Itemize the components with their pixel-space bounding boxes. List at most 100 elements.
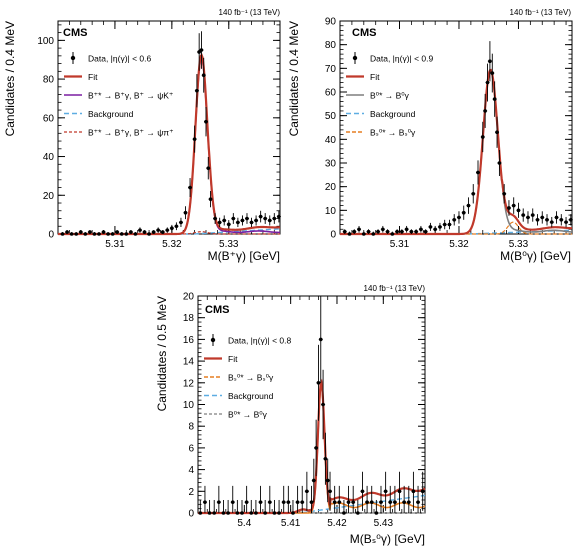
- data-point: [485, 80, 490, 85]
- data-point: [516, 208, 521, 213]
- y-tick-label: 0: [48, 230, 54, 241]
- data-point: [360, 489, 365, 494]
- data-point: [281, 500, 286, 504]
- data-point: [124, 232, 129, 236]
- y-tick-label: 10: [183, 400, 195, 411]
- x-tick-label: 5.31: [105, 239, 125, 250]
- data-point: [245, 216, 249, 221]
- data-point: [208, 197, 213, 201]
- data-point: [371, 232, 376, 236]
- y-tick-label: 60: [43, 113, 55, 124]
- data-point: [404, 227, 409, 232]
- y-axis-label: Candidates / 0.5 MeV: [155, 296, 169, 411]
- data-point: [254, 218, 258, 223]
- data-point: [466, 203, 471, 208]
- data-point: [423, 229, 428, 234]
- axis-ticks: 0 2 4 6 8 10 12 14 16 18 20 5.4 5.41 5.42 5.43: [183, 292, 425, 529]
- y-tick-label: 100: [37, 36, 54, 47]
- data-point: [207, 511, 212, 515]
- data-point: [272, 511, 277, 515]
- data-point: [183, 210, 188, 215]
- data-point: [395, 229, 399, 234]
- axis-ticks: 0 10 20 30 40 50 60 70 80 90 5.31 5.32 5.33: [325, 17, 572, 250]
- signal-curve: [58, 56, 281, 235]
- data-point: [318, 337, 323, 342]
- data-point: [337, 500, 342, 504]
- y-axis-label: Candidates / 0.4 MeV: [287, 21, 301, 136]
- data-point: [170, 226, 174, 230]
- data-point: [115, 230, 119, 234]
- data-point: [222, 218, 227, 223]
- y-tick-label: 12: [183, 378, 195, 389]
- y-tick-label: 20: [183, 292, 195, 303]
- data-point: [160, 230, 165, 234]
- y-tick-label: 90: [325, 17, 337, 28]
- data-point: [411, 489, 416, 494]
- data-point: [240, 511, 244, 515]
- experiment-label: CMS: [205, 304, 229, 316]
- data-point: [195, 88, 199, 93]
- y-tick-label: 80: [43, 75, 55, 86]
- data-point: [272, 216, 277, 221]
- y-tick-label: 4: [188, 465, 194, 476]
- x-tick-label: 5.41: [281, 518, 301, 529]
- data-point: [383, 489, 388, 494]
- data-point: [321, 402, 325, 407]
- data-point: [110, 232, 115, 236]
- y-tick-label: 14: [183, 357, 195, 368]
- legend-label: Background: [370, 109, 416, 119]
- data-point: [263, 216, 268, 221]
- data-point: [217, 220, 222, 225]
- data-point: [488, 59, 492, 64]
- data-point: [497, 161, 502, 165]
- data-point: [511, 203, 516, 208]
- y-axis-label: Candidates / 0.4 MeV: [3, 21, 17, 136]
- data-point: [559, 218, 564, 222]
- legend-label: Background: [88, 109, 134, 119]
- lumi-label: 140 fb⁻¹ (13 TeV): [510, 8, 572, 17]
- x-tick-label: 5.4: [237, 518, 251, 529]
- y-tick-label: 16: [183, 335, 195, 346]
- data-point: [142, 230, 147, 234]
- panel-bzero: CMS 140 fb⁻¹ (13 TeV) M(B⁰γ) [GeV] Candi…: [287, 8, 573, 263]
- data-point: [393, 500, 397, 504]
- data-point: [300, 500, 305, 504]
- data-point: [88, 230, 92, 234]
- data-point: [314, 446, 318, 450]
- legend-label: Bₛ⁰* → Bₛ⁰γ: [228, 373, 274, 383]
- legend-label: Data, |η(γ)| < 0.9: [370, 54, 434, 64]
- legend-label: Data, |η(γ)| < 0.6: [88, 54, 152, 64]
- data-point: [147, 232, 151, 236]
- lumi-label: 140 fb⁻¹ (13 TeV): [364, 284, 426, 293]
- data-point: [554, 215, 559, 220]
- y-tick-label: 0: [188, 509, 194, 520]
- data-point: [328, 489, 332, 494]
- lumi-label: 140 fb⁻¹ (13 TeV): [219, 8, 281, 17]
- legend-label: Data, |η(γ)| < 0.8: [228, 336, 292, 346]
- data-point: [521, 213, 526, 217]
- data-point: [65, 230, 69, 234]
- x-tick-label: 5.42: [327, 518, 347, 529]
- x-axis-label: M(Bₛ⁰γ) [GeV]: [350, 532, 425, 546]
- legend-data-marker: [352, 55, 358, 61]
- data-point: [402, 500, 406, 504]
- data-point: [226, 222, 231, 227]
- data-point: [198, 511, 203, 515]
- data-point: [433, 227, 437, 232]
- data-point: [342, 229, 347, 234]
- data-point: [97, 232, 101, 236]
- data-point: [397, 489, 402, 494]
- data-point: [366, 229, 371, 234]
- data-point: [351, 500, 355, 504]
- y-tick-label: 20: [43, 191, 55, 202]
- legend: Data, |η(γ)| < 0.6 Fit B⁺* → B⁺γ, B⁺ → ψK⁺…: [64, 52, 174, 138]
- data-point: [365, 500, 369, 504]
- x-tick-label: 5.33: [509, 239, 529, 250]
- data-point: [78, 230, 83, 234]
- data-point: [492, 97, 497, 101]
- legend-label: B⁰* → B⁰γ: [228, 410, 268, 420]
- data-point: [258, 214, 263, 219]
- data-point: [101, 230, 106, 234]
- y-tick-label: 6: [188, 443, 194, 454]
